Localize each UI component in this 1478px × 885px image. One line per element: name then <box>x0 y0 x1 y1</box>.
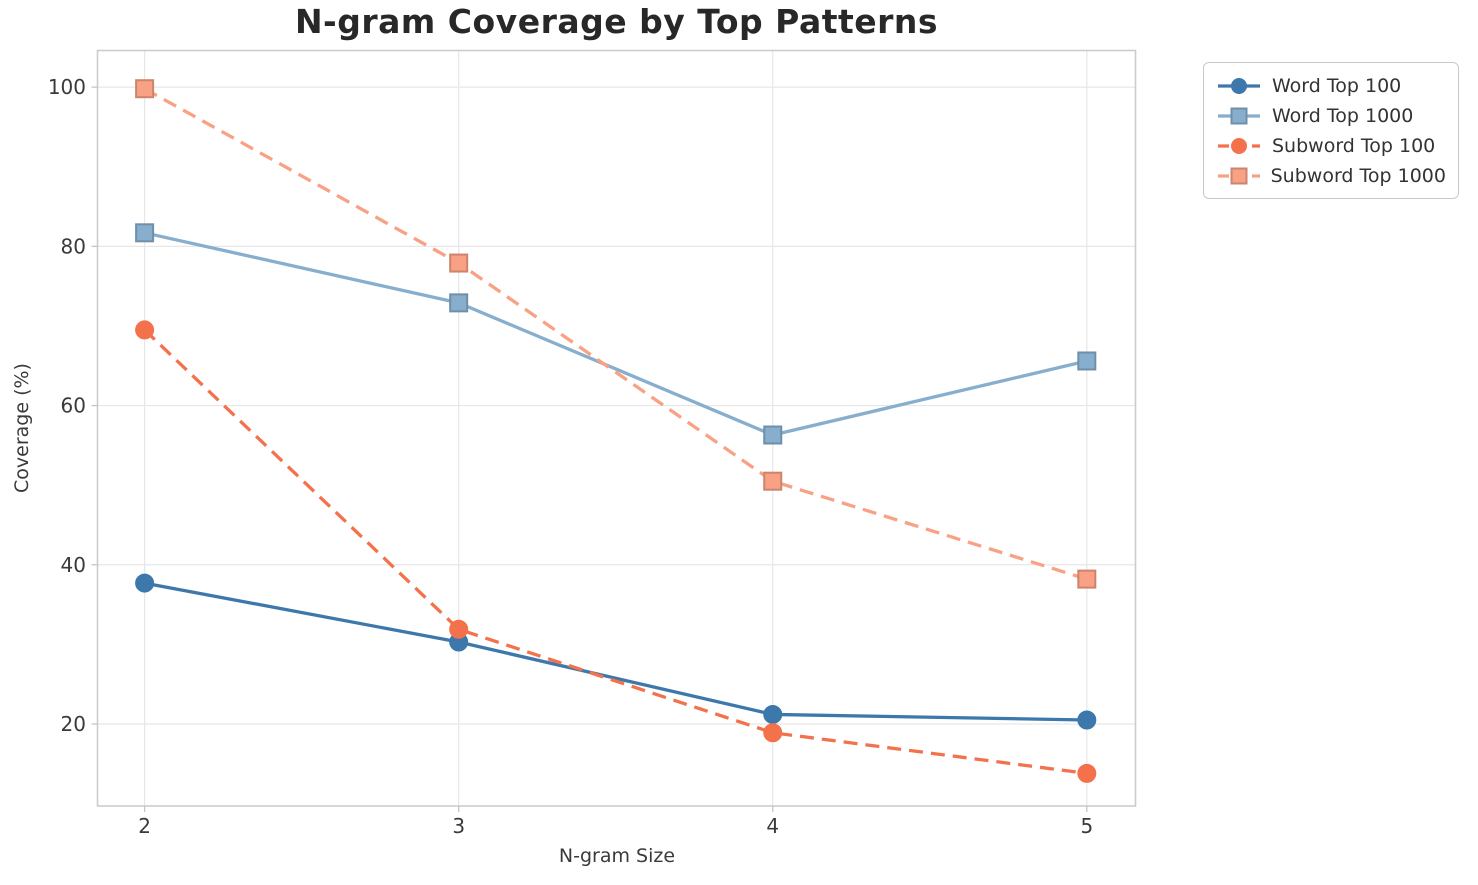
series-word-top-100 <box>135 573 1097 730</box>
series-line <box>143 328 1088 775</box>
legend-item-label: Word Top 100 <box>1272 74 1402 97</box>
y-tick-label: 40 <box>61 553 86 577</box>
legend-item-label: Subword Top 1000 <box>1270 164 1446 187</box>
y-tick-label: 100 <box>48 75 86 99</box>
y-tick-label: 80 <box>61 234 86 258</box>
gridlines <box>97 50 1136 806</box>
legend-item: Subword Top 1000 <box>1216 162 1446 189</box>
x-tick-label: 4 <box>766 814 779 838</box>
series-line <box>144 231 1088 437</box>
x-axis-label: N-gram Size <box>558 845 676 867</box>
data-point-marker <box>763 471 783 491</box>
series-line <box>144 581 1087 722</box>
data-point-marker <box>449 253 469 273</box>
legend-item: Word Top 100 <box>1216 72 1446 99</box>
data-point-marker <box>449 293 469 313</box>
data-point-marker <box>1077 763 1097 783</box>
legend-item: Subword Top 100 <box>1216 132 1446 159</box>
data-point-marker <box>135 573 155 593</box>
legend-item-label: Subword Top 100 <box>1272 134 1436 157</box>
legend-item: Word Top 1000 <box>1216 102 1446 129</box>
legend-line-sample <box>1218 137 1260 154</box>
data-point-marker <box>1077 351 1097 371</box>
data-point-marker <box>763 704 783 724</box>
chart-title: N-gram Coverage by Top Patterns <box>294 2 939 41</box>
data-point-marker <box>135 79 155 99</box>
series-subword-top-1000 <box>135 79 1097 589</box>
legend-circle-marker <box>1231 137 1247 154</box>
tick-marks <box>91 86 1088 812</box>
y-tick-label: 20 <box>61 712 86 736</box>
data-point-marker <box>449 619 469 639</box>
legend-item-label: Word Top 1000 <box>1272 104 1414 127</box>
x-tick-label: 2 <box>138 814 151 838</box>
legend-line-sample <box>1218 167 1260 184</box>
legend-square-marker <box>1230 167 1248 184</box>
legend-circle-marker <box>1231 77 1247 94</box>
series-line <box>143 87 1088 581</box>
data-point-marker <box>763 425 783 445</box>
x-tick-label: 5 <box>1080 814 1093 838</box>
x-tick-label: 3 <box>452 814 465 838</box>
tick-labels: 20 40 60 80 100 2 3 4 5 <box>48 75 1093 838</box>
y-tick-label: 60 <box>61 394 86 418</box>
plot-border <box>96 49 1137 807</box>
series-word-top-1000 <box>135 223 1097 445</box>
data-point-marker <box>763 723 783 743</box>
y-axis-label: Coverage (%) <box>11 363 33 493</box>
data-point-marker <box>1077 569 1097 589</box>
legend: Word Top 100 Word Top 1000 Subword Top 100… <box>1203 62 1459 199</box>
legend-line-sample <box>1218 77 1260 94</box>
series-subword-top-100 <box>135 320 1097 783</box>
data-point-marker <box>135 223 155 243</box>
legend-line-sample <box>1218 107 1260 124</box>
legend-square-marker <box>1230 107 1248 124</box>
data-point-marker <box>1077 710 1097 730</box>
data-point-marker <box>135 320 155 340</box>
